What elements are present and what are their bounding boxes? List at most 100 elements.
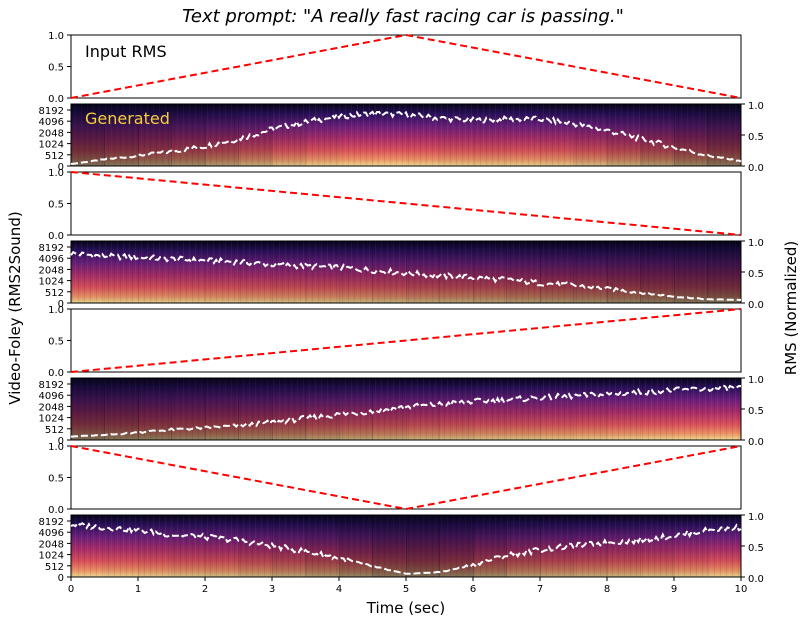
rms-tick-label: 0.5 [748,132,764,143]
spectrogram-energy-shading [71,515,742,577]
spectrogram-shade-band [640,241,675,303]
rms-tick-label: 0.0 [748,574,764,585]
input-y-tick-label: 0.5 [48,337,64,348]
spectrogram-shade-band [674,241,708,303]
x-axis-label: Time (sec) [366,599,445,617]
spectrogram-shade-band [205,515,239,577]
spectrogram-shade-band [540,515,574,577]
spectrogram-shade-band [506,378,541,440]
x-tick-label: 7 [537,584,543,595]
rms-tick-label: 0.5 [748,406,764,417]
spectrogram-shade-band [372,378,407,440]
freq-tick-label: 512 [45,151,64,162]
spectrogram-shade-band [640,515,675,577]
generated-rms-line [70,384,742,438]
spectrogram-shade-band [439,515,474,577]
spectrogram-shade-band [238,241,273,303]
spectrogram-shade-band [138,515,172,577]
spectrogram-shade-band [272,378,306,440]
spectrogram-shade-band [573,241,608,303]
spectrogram-shade-band [104,241,139,303]
spectrogram-shade-band [305,378,340,440]
spectrogram-shade-band [607,378,641,440]
input-rms-axes [70,34,742,99]
input-y-tick-label: 0.0 [48,94,64,105]
spectrogram-shade-band [406,104,440,166]
spectrogram-shade-band [339,378,373,440]
spectrogram-shade-band [707,104,742,166]
spectrogram-shade-band [540,104,574,166]
spectrogram-shade-band [439,378,474,440]
spectrogram-shade-band [171,378,206,440]
spectrogram-shade-band [707,378,742,440]
spectrogram-shade-band [339,104,373,166]
figure-title: Text prompt: "A really fast racing car i… [182,6,624,27]
spectrogram-shade-band [439,104,474,166]
spectrogram-shade-band [473,515,507,577]
spectrogram-shade-band [205,241,239,303]
spectrogram-shade-band [473,241,507,303]
freq-tick-label: 1024 [39,140,64,151]
spectrogram-shade-band [573,104,608,166]
freq-tick-label: 4096 [39,528,64,539]
x-tick-label: 5 [403,584,409,595]
spectrogram-shade-band [640,104,675,166]
spectrogram-shade-band [272,241,306,303]
spectrogram-shade-band [607,515,641,577]
spectrogram-shade-band [305,515,340,577]
spectrogram-shade-band [339,241,373,303]
input-y-tick-label: 1.0 [48,31,64,42]
x-tick-label: 9 [671,584,677,595]
spectrogram-shade-band [238,378,273,440]
spectrogram-shade-band [171,515,206,577]
spectrogram-shade-band [272,515,306,577]
freq-tick-label: 2048 [39,265,64,276]
freq-tick-label: 0 [58,436,64,447]
spectrogram-shade-band [573,515,608,577]
x-tick-label: 2 [202,584,208,595]
input-y-tick-label: 0.0 [48,505,64,516]
generated-rms-line [70,521,742,575]
spectrogram-shade-band [104,378,139,440]
spectrogram-shade-band [305,104,340,166]
rms-tick-label: 1.0 [748,512,764,523]
input-rms-line [70,308,742,373]
generated-rms-line [70,110,742,165]
rms-tick-label: 0.5 [748,269,764,280]
spectrogram-shade-band [439,241,474,303]
generated-rms-line [70,250,741,301]
freq-tick-label: 4096 [39,117,64,128]
right-axis-label: RMS (Normalized) [782,241,800,375]
freq-tick-label: 0 [58,573,64,584]
input-y-tick-label: 1.0 [48,305,64,316]
spectrogram-shade-band [71,241,105,303]
freq-tick-label: 8192 [39,106,64,117]
spectrogram-shade-band [473,378,507,440]
spectrogram-shade-band [540,241,574,303]
input-rms-line [70,171,742,236]
spectrogram-shade-band [406,378,440,440]
spectrogram-shade-band [674,104,708,166]
x-tick-label: 6 [470,584,476,595]
spectrogram-shade-band [272,104,306,166]
spectrogram-shade-band [104,104,139,166]
spectrogram-shade-band [71,104,105,166]
freq-tick-label: 4096 [39,391,64,402]
rms-tick-label: 0.5 [748,543,764,554]
spectrogram-shade-band [205,378,239,440]
input-y-tick-label: 0.5 [48,200,64,211]
freq-tick-label: 2048 [39,539,64,550]
spectrogram-shade-band [674,515,708,577]
input-rms-axes [70,445,742,510]
freq-tick-label: 512 [45,425,64,436]
freq-tick-label: 0 [58,299,64,310]
input-y-tick-label: 0.5 [48,474,64,485]
spectrogram-shade-band [305,241,340,303]
input-y-tick-label: 0.5 [48,63,64,74]
freq-tick-label: 1024 [39,551,64,562]
rms-tick-label: 1.0 [748,238,764,249]
input-y-tick-label: 0.0 [48,231,64,242]
